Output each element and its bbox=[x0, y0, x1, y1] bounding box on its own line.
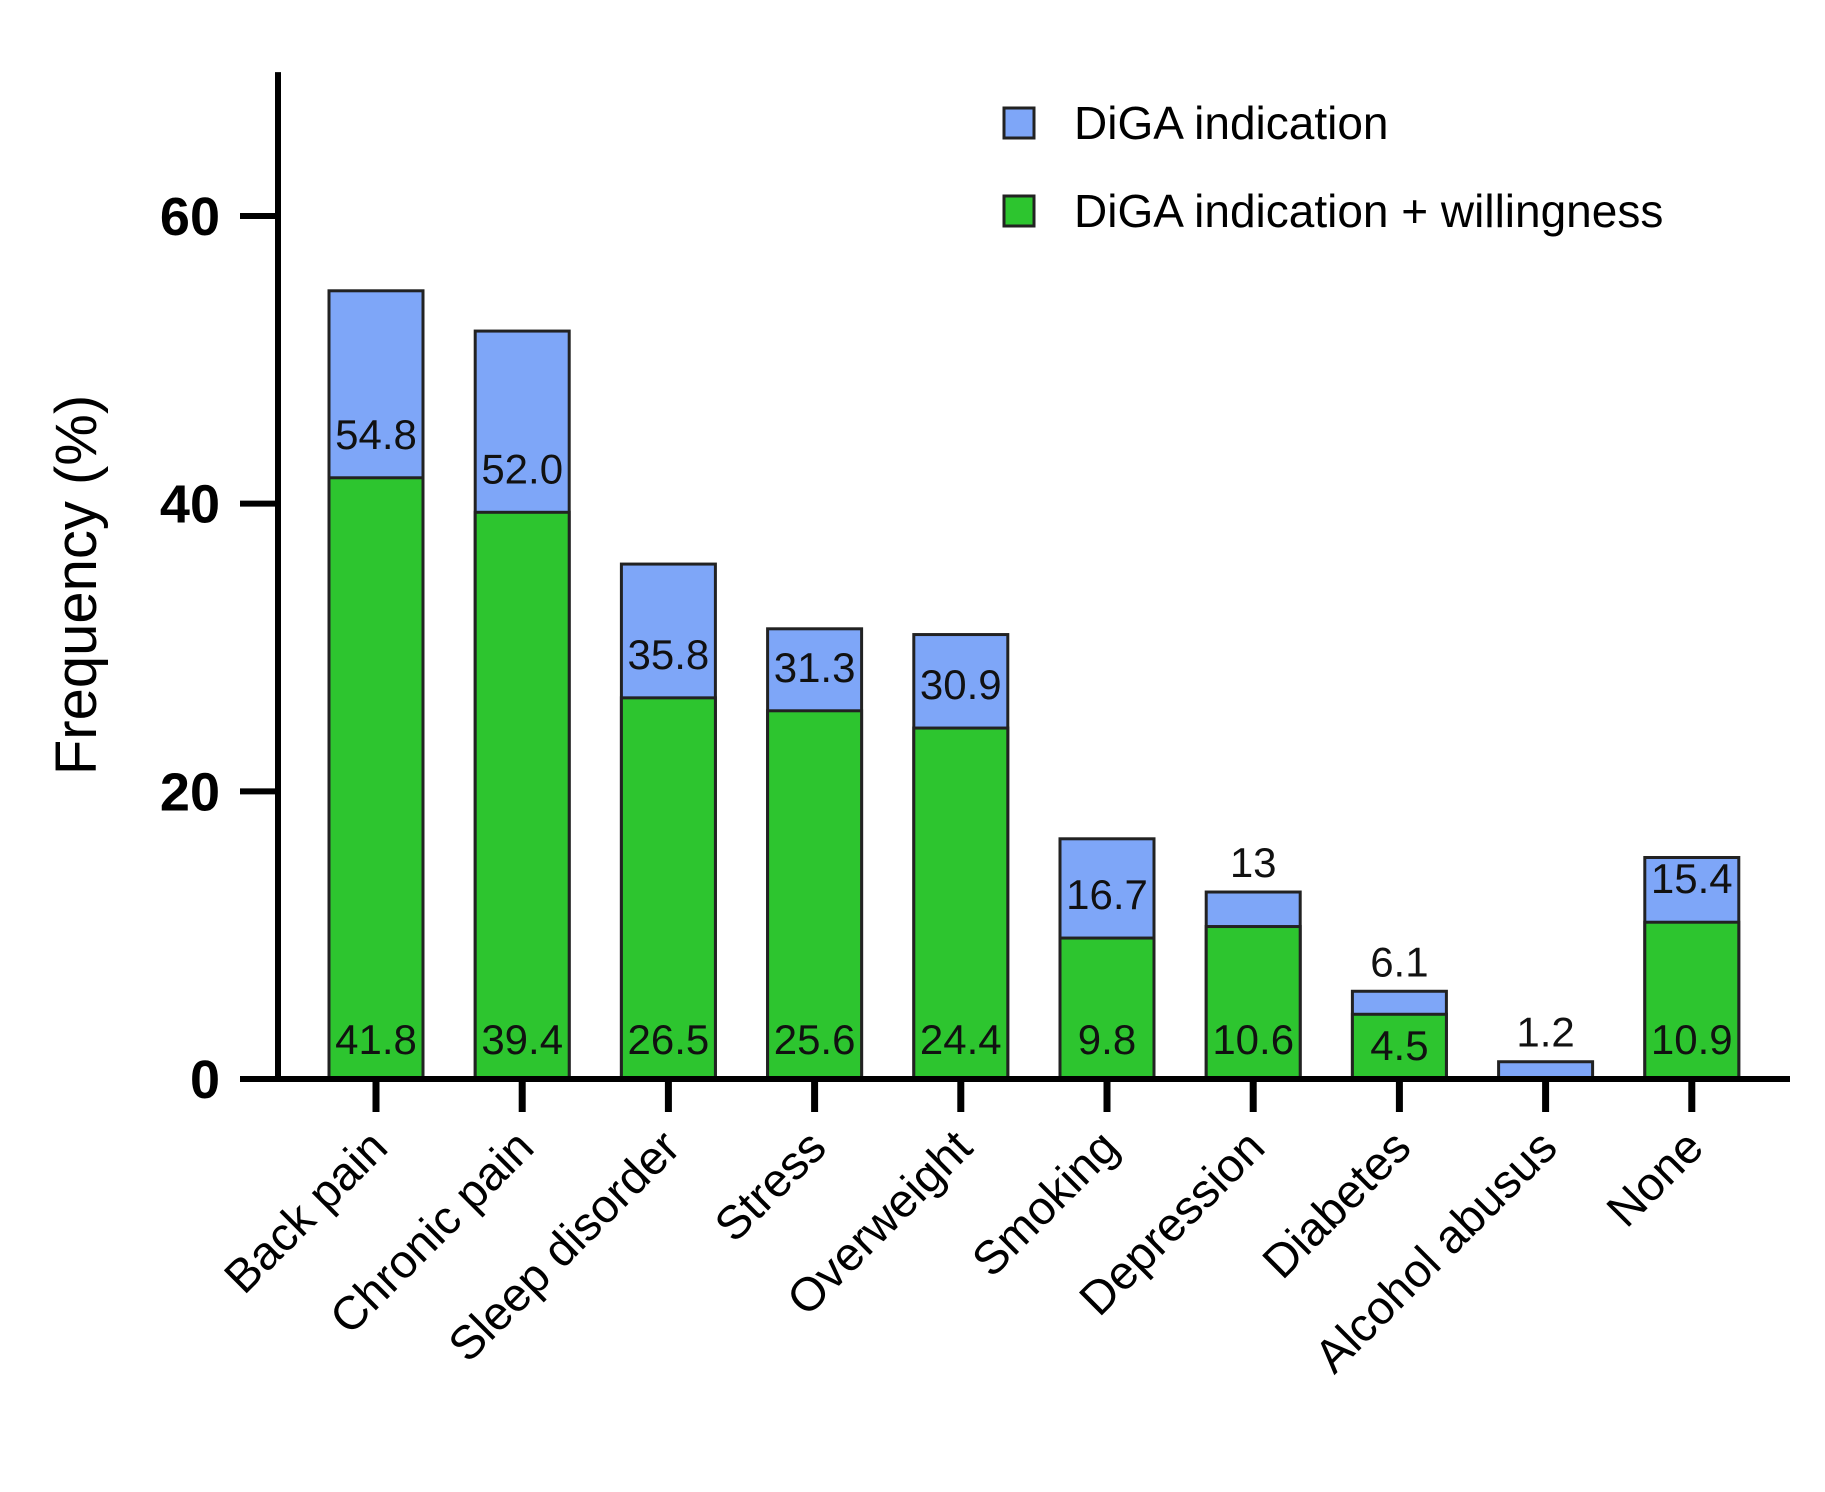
data-label-diga-indication: 31.3 bbox=[774, 644, 856, 691]
y-tick-label: 20 bbox=[160, 762, 220, 822]
data-label-diga-willingness: 4.5 bbox=[1370, 1022, 1428, 1069]
legend-label: DiGA indication bbox=[1074, 97, 1389, 149]
bar-diga-willingness bbox=[766, 709, 864, 1081]
bar-diga-willingness bbox=[1643, 920, 1741, 1081]
y-axis-label: Frequency (%) bbox=[44, 395, 109, 775]
legend: DiGA indication DiGA indication + willing… bbox=[1002, 97, 1663, 237]
bars-group bbox=[327, 289, 1741, 1081]
bar-diga-willingness bbox=[619, 696, 717, 1081]
x-tick-label: None bbox=[1596, 1120, 1713, 1237]
data-label-diga-willingness: 9.8 bbox=[1078, 1016, 1136, 1063]
bar-diga-willingness bbox=[1058, 936, 1156, 1081]
data-label-diga-indication: 6.1 bbox=[1370, 938, 1428, 985]
data-label-diga-indication: 54.8 bbox=[335, 411, 417, 458]
bar-diga-willingness bbox=[1350, 1012, 1448, 1081]
bar-diga-willingness bbox=[473, 510, 571, 1081]
data-label-diga-willingness: 10.6 bbox=[1212, 1016, 1294, 1063]
data-label-diga-indication: 35.8 bbox=[628, 631, 710, 678]
data-label-diga-indication: 16.7 bbox=[1066, 871, 1148, 918]
bar-diga-willingness bbox=[1204, 925, 1302, 1081]
x-tick-label: Stress bbox=[704, 1120, 836, 1252]
bar-labels-group: 54.8 41.8 52.0 39.4 35.8 26.5 31.3 25.6 30.9 24.4… bbox=[335, 411, 1733, 1069]
legend-swatch bbox=[1002, 106, 1036, 140]
data-label-diga-indication: 15.4 bbox=[1651, 855, 1733, 902]
data-label-diga-willingness: 26.5 bbox=[628, 1016, 710, 1063]
data-label-diga-willingness: 41.8 bbox=[335, 1016, 417, 1063]
data-label-diga-indication: 52.0 bbox=[481, 445, 563, 492]
bar-diga-willingness bbox=[912, 726, 1010, 1081]
data-label-diga-indication: 30.9 bbox=[920, 661, 1002, 708]
data-label-diga-indication: 1.2 bbox=[1516, 1009, 1574, 1056]
data-label-diga-willingness: 10.9 bbox=[1651, 1016, 1733, 1063]
data-label-diga-willingness: 39.4 bbox=[481, 1016, 563, 1063]
bar-diga-willingness bbox=[327, 476, 425, 1081]
y-tick-label: 0 bbox=[190, 1050, 220, 1110]
legend-swatch bbox=[1002, 194, 1036, 228]
legend-label: DiGA indication + willingness bbox=[1074, 185, 1663, 237]
data-label-diga-willingness: 24.4 bbox=[920, 1016, 1002, 1063]
data-label-diga-willingness: 25.6 bbox=[774, 1016, 856, 1063]
y-tick-label: 40 bbox=[160, 475, 220, 535]
data-label-diga-indication: 13 bbox=[1230, 839, 1277, 886]
y-tick-label: 60 bbox=[160, 187, 220, 247]
